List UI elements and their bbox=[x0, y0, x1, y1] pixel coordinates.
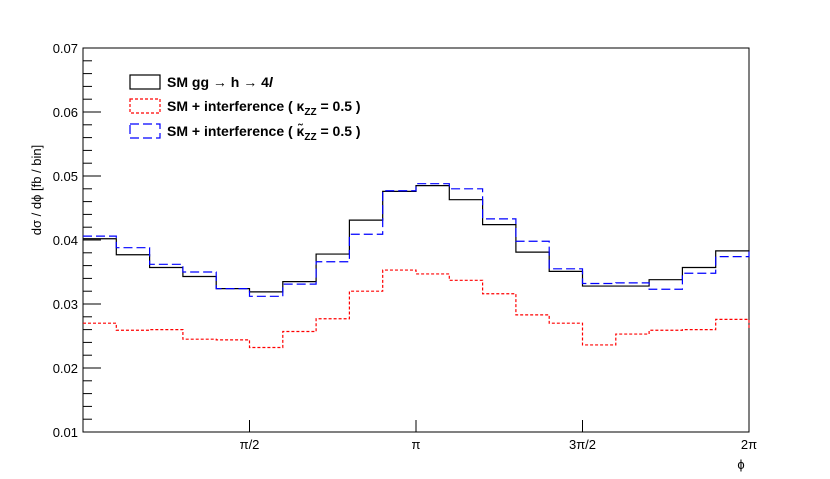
x-axis: π/2 π 3π/2 2π bbox=[240, 420, 757, 452]
series-line-2 bbox=[83, 269, 750, 349]
x-tick-label: π/2 bbox=[240, 437, 260, 452]
legend-label-2: SM + interference ( κZZ = 0.5 ) bbox=[167, 98, 361, 118]
y-tick-label: 0.05 bbox=[53, 169, 78, 184]
legend-swatch-3 bbox=[129, 123, 161, 139]
legend-label-1: SM gg → h → 4l bbox=[167, 74, 274, 90]
y-tick-label: 0.01 bbox=[53, 425, 78, 440]
legend-label-3: SM + interference ( κ̃ZZ = 0.5 ) bbox=[167, 122, 361, 143]
y-tick-label: 0.03 bbox=[53, 297, 78, 312]
legend: SM gg → h → 4l SM + interference ( κZZ = … bbox=[129, 74, 361, 143]
x-tick-label: 3π/2 bbox=[569, 437, 596, 452]
y-tick-label: 0.06 bbox=[53, 105, 78, 120]
y-tick-label: 0.02 bbox=[53, 361, 78, 376]
x-axis-title: ϕ bbox=[737, 457, 744, 472]
y-axis: 0.01 0.02 0.03 0.04 0.05 0.06 0.07 bbox=[53, 41, 101, 440]
y-axis-title: dσ / dϕ [fb / bin] bbox=[29, 145, 44, 235]
legend-swatch-2 bbox=[129, 98, 161, 114]
series-line-3 bbox=[83, 183, 750, 297]
x-tick-label: 2π bbox=[741, 437, 757, 452]
legend-swatch-1 bbox=[129, 74, 161, 90]
series-group bbox=[83, 183, 750, 349]
x-tick-label: π bbox=[412, 437, 421, 452]
series-line-1 bbox=[83, 185, 750, 293]
y-tick-label: 0.04 bbox=[53, 233, 78, 248]
y-tick-label: 0.07 bbox=[53, 41, 78, 56]
